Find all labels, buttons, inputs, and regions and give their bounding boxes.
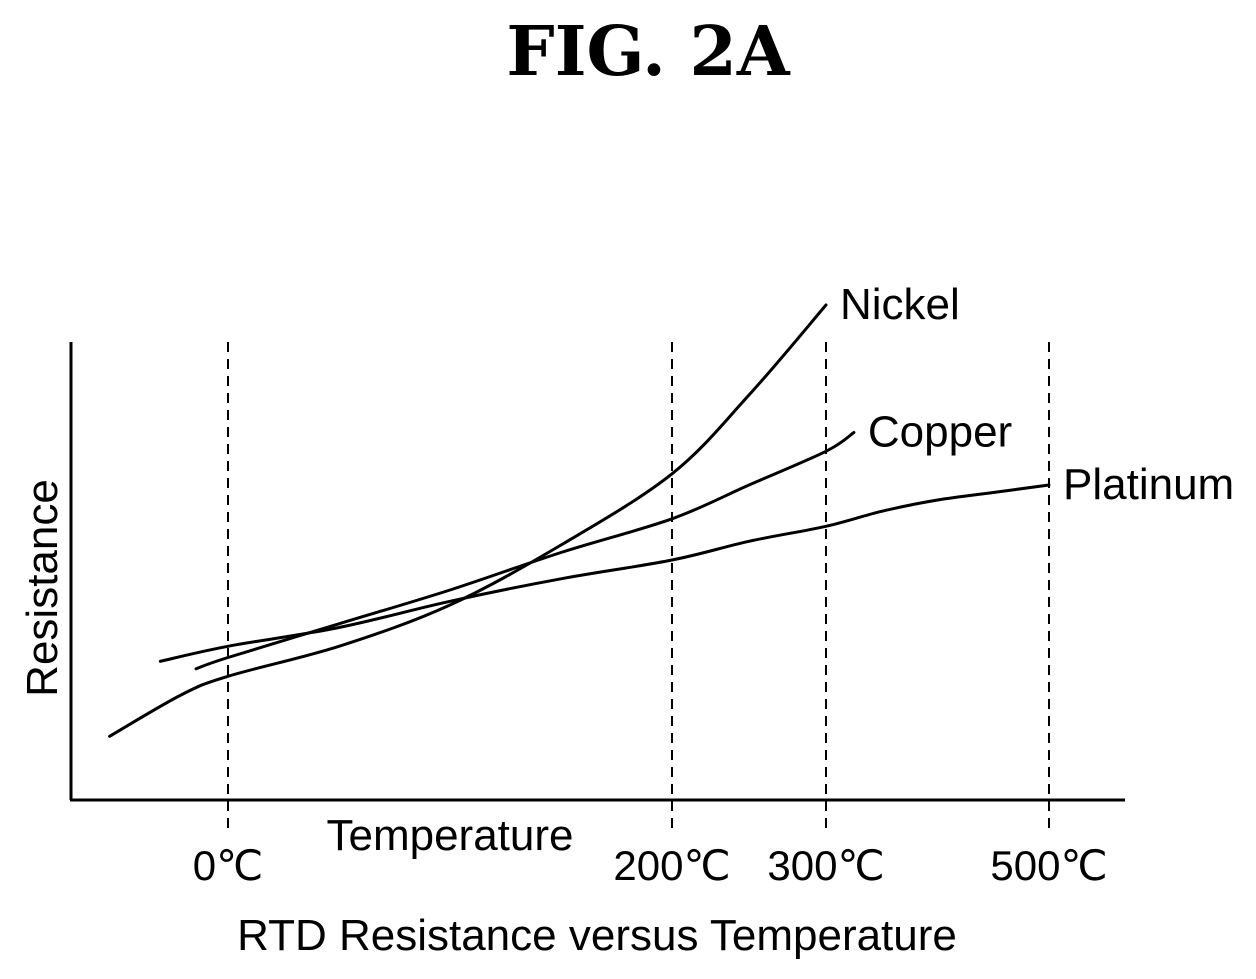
- figure-title: FIG. 2A: [506, 12, 790, 92]
- platinum-curve: [158, 483, 1051, 663]
- chart-title: RTD Resistance versus Temperature: [237, 911, 957, 960]
- temperature-guide-lines: [227, 342, 1050, 832]
- copper-curve: [194, 431, 856, 671]
- x-tick-label: 300℃: [767, 842, 884, 889]
- series-labels: Nickel Copper Platinum: [840, 280, 1234, 509]
- nickel-label: Nickel: [840, 280, 960, 329]
- series-curves: [108, 303, 1051, 738]
- y-axis-label: Resistance: [18, 479, 67, 697]
- x-tick-label: 200℃: [613, 842, 730, 889]
- copper-label: Copper: [868, 408, 1012, 457]
- platinum-label: Platinum: [1063, 460, 1234, 509]
- x-tick-label: 0℃: [193, 842, 264, 889]
- x-axis-label: Temperature: [326, 811, 573, 860]
- x-tick-label: 500℃: [990, 842, 1107, 889]
- nickel-curve: [108, 303, 828, 738]
- x-tick-labels: 0℃ 200℃ 300℃ 500℃: [193, 842, 1108, 889]
